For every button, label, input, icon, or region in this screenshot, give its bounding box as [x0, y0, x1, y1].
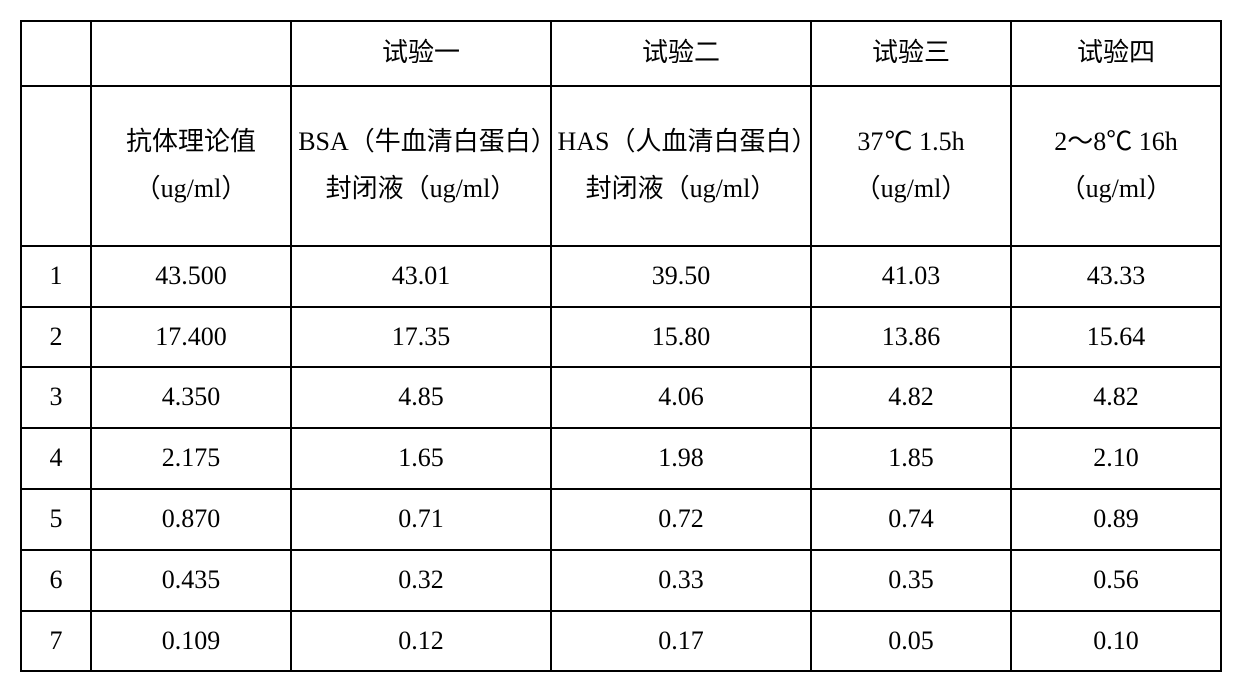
cell: 7	[21, 611, 91, 672]
cell: 0.435	[91, 550, 291, 611]
cell: 1	[21, 246, 91, 307]
header-cell	[21, 86, 91, 246]
cell: 4.350	[91, 367, 291, 428]
header-cell: 试验二	[551, 21, 811, 86]
cell: 5	[21, 489, 91, 550]
cell: 13.86	[811, 307, 1011, 368]
cell: 2.175	[91, 428, 291, 489]
cell: 4.85	[291, 367, 551, 428]
table-row: 2 17.400 17.35 15.80 13.86 15.64	[21, 307, 1221, 368]
cell: 43.500	[91, 246, 291, 307]
header-cell: 试验一	[291, 21, 551, 86]
cell: 15.80	[551, 307, 811, 368]
cell: 43.33	[1011, 246, 1221, 307]
cell: 3	[21, 367, 91, 428]
header-cell: HAS（人血清白蛋白）封闭液（ug/ml）	[551, 86, 811, 246]
cell: 0.870	[91, 489, 291, 550]
header-cell: 试验三	[811, 21, 1011, 86]
cell: 15.64	[1011, 307, 1221, 368]
cell: 1.85	[811, 428, 1011, 489]
cell: 2	[21, 307, 91, 368]
cell: 0.33	[551, 550, 811, 611]
cell: 4.82	[1011, 367, 1221, 428]
cell: 6	[21, 550, 91, 611]
cell: 0.12	[291, 611, 551, 672]
cell: 0.109	[91, 611, 291, 672]
cell: 0.71	[291, 489, 551, 550]
cell: 43.01	[291, 246, 551, 307]
cell: 0.89	[1011, 489, 1221, 550]
cell: 39.50	[551, 246, 811, 307]
cell: 4.06	[551, 367, 811, 428]
header-cell	[91, 21, 291, 86]
header-cell: 抗体理论值（ug/ml）	[91, 86, 291, 246]
table-header-row-2: 抗体理论值（ug/ml） BSA（牛血清白蛋白）封闭液（ug/ml） HAS（人…	[21, 86, 1221, 246]
cell: 1.65	[291, 428, 551, 489]
cell: 1.98	[551, 428, 811, 489]
table-header-row-1: 试验一 试验二 试验三 试验四	[21, 21, 1221, 86]
table-row: 3 4.350 4.85 4.06 4.82 4.82	[21, 367, 1221, 428]
cell: 4	[21, 428, 91, 489]
cell: 0.05	[811, 611, 1011, 672]
cell: 4.82	[811, 367, 1011, 428]
cell: 2.10	[1011, 428, 1221, 489]
cell: 17.400	[91, 307, 291, 368]
header-cell	[21, 21, 91, 86]
cell: 41.03	[811, 246, 1011, 307]
cell: 17.35	[291, 307, 551, 368]
cell: 0.10	[1011, 611, 1221, 672]
cell: 0.32	[291, 550, 551, 611]
header-cell: 试验四	[1011, 21, 1221, 86]
cell: 0.74	[811, 489, 1011, 550]
header-cell: BSA（牛血清白蛋白）封闭液（ug/ml）	[291, 86, 551, 246]
table-row: 1 43.500 43.01 39.50 41.03 43.33	[21, 246, 1221, 307]
table-row: 4 2.175 1.65 1.98 1.85 2.10	[21, 428, 1221, 489]
header-cell: 2～8℃ 16h（ug/ml）	[1011, 86, 1221, 246]
header-cell: 37℃ 1.5h（ug/ml）	[811, 86, 1011, 246]
cell: 0.72	[551, 489, 811, 550]
cell: 0.56	[1011, 550, 1221, 611]
experiment-data-table: 试验一 试验二 试验三 试验四 抗体理论值（ug/ml） BSA（牛血清白蛋白）…	[20, 20, 1222, 672]
table-row: 7 0.109 0.12 0.17 0.05 0.10	[21, 611, 1221, 672]
cell: 0.35	[811, 550, 1011, 611]
table-row: 6 0.435 0.32 0.33 0.35 0.56	[21, 550, 1221, 611]
cell: 0.17	[551, 611, 811, 672]
table-row: 5 0.870 0.71 0.72 0.74 0.89	[21, 489, 1221, 550]
